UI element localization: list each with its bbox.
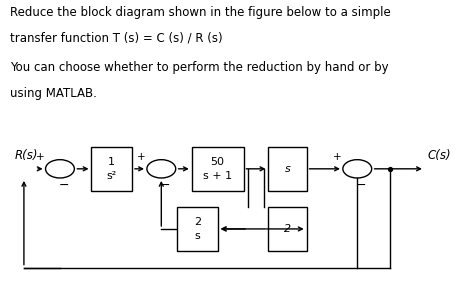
Text: +: + bbox=[137, 152, 146, 162]
Text: C(s): C(s) bbox=[427, 149, 451, 162]
Text: 50: 50 bbox=[210, 157, 225, 167]
Text: You can choose whether to perform the reduction by hand or by: You can choose whether to perform the re… bbox=[10, 62, 389, 75]
Text: +: + bbox=[333, 152, 342, 162]
FancyBboxPatch shape bbox=[268, 147, 307, 191]
Circle shape bbox=[147, 160, 176, 178]
Text: −: − bbox=[356, 179, 366, 192]
Text: 2: 2 bbox=[194, 217, 201, 227]
FancyBboxPatch shape bbox=[91, 147, 132, 191]
Text: +: + bbox=[36, 152, 45, 162]
Text: −: − bbox=[160, 179, 170, 192]
Text: Reduce the block diagram shown in the figure below to a simple: Reduce the block diagram shown in the fi… bbox=[10, 6, 391, 19]
FancyBboxPatch shape bbox=[268, 207, 307, 251]
Text: R(s): R(s) bbox=[15, 149, 38, 162]
Text: s: s bbox=[194, 231, 200, 241]
Text: 1: 1 bbox=[108, 157, 115, 167]
Circle shape bbox=[46, 160, 74, 178]
Text: s²: s² bbox=[107, 171, 117, 181]
Text: 2: 2 bbox=[284, 224, 291, 234]
Text: −: − bbox=[58, 179, 69, 192]
Circle shape bbox=[343, 160, 372, 178]
FancyBboxPatch shape bbox=[191, 147, 244, 191]
Text: s + 1: s + 1 bbox=[203, 171, 232, 181]
Text: transfer function T (s) = C (s) / R (s): transfer function T (s) = C (s) / R (s) bbox=[10, 32, 223, 45]
FancyBboxPatch shape bbox=[177, 207, 218, 251]
Text: s: s bbox=[284, 164, 290, 174]
Text: using MATLAB.: using MATLAB. bbox=[10, 87, 97, 100]
